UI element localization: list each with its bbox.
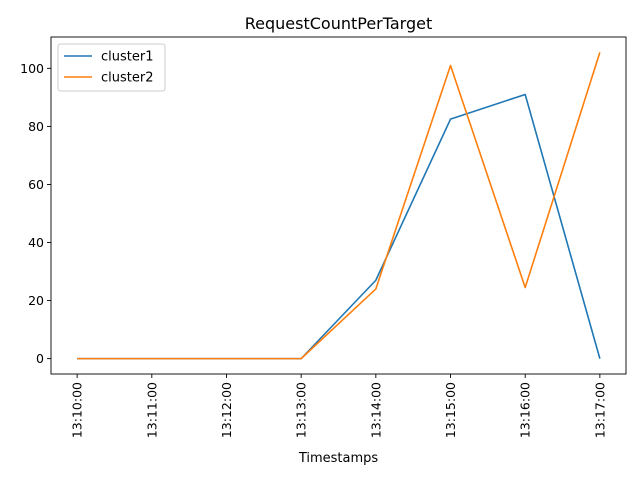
y-tick-label: 80: [28, 119, 44, 134]
series-line-cluster1: [77, 93, 601, 360]
x-tick-label: 13:17:00: [592, 382, 607, 438]
y-tick-label: 60: [28, 177, 44, 192]
plot-area: 0 20 40 60 80 100 13:10:00 13:11:00 13:12:00 13:1…: [20, 36, 627, 438]
y-tick-label: 20: [28, 293, 44, 308]
y-tick-label: 0: [36, 351, 44, 366]
x-tick-label: 13:15:00: [443, 382, 458, 438]
legend: cluster1 cluster2: [57, 43, 166, 92]
chart-title: RequestCountPerTarget: [245, 14, 433, 33]
legend-label-cluster2: cluster2: [101, 71, 153, 86]
x-tick-label: 13:10:00: [70, 382, 85, 438]
legend-label-cluster1: cluster1: [101, 50, 153, 65]
y-tick-label: 100: [20, 61, 44, 76]
x-tick-label: 13:13:00: [294, 382, 309, 438]
x-axis-label: Timestamps: [298, 451, 379, 466]
series-line-cluster2: [77, 52, 601, 360]
x-tick-label: 13:11:00: [144, 382, 159, 438]
x-tick-label: 13:16:00: [518, 382, 533, 438]
y-tick-label: 40: [28, 235, 44, 250]
x-tick-label: 13:14:00: [368, 382, 383, 438]
x-tick-label: 13:12:00: [219, 382, 234, 438]
axes-frame: [50, 36, 627, 375]
